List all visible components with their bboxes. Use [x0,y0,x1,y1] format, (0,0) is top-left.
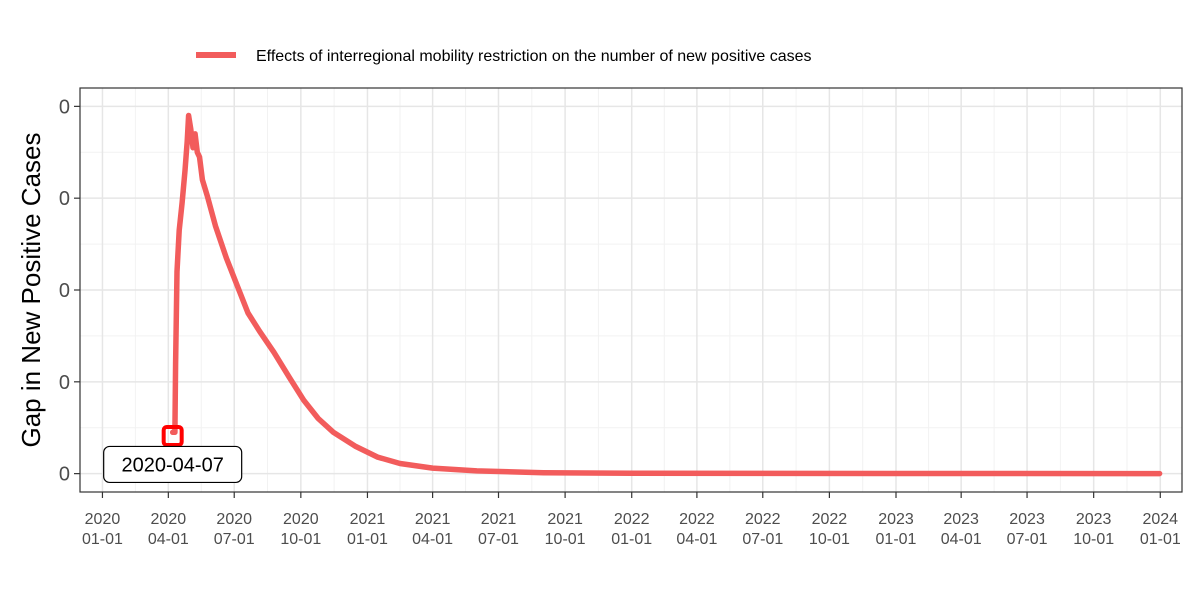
x-tick-label: 2020 01-01 [82,511,123,548]
event-label-box [103,445,243,484]
x-tick-label: 2023 01-01 [876,511,917,548]
x-tick-label: 2022 10-01 [809,511,850,548]
y-tick-label: 0 [59,96,70,118]
x-tick-label: 2023 10-01 [1073,511,1114,548]
x-tick-label: 2023 07-01 [1007,511,1048,548]
y-tick-label: 0 [59,372,70,394]
x-tick-label: 2022 07-01 [742,511,783,548]
legend-label: Effects of interregional mobility restri… [256,48,812,65]
x-tick-label: 2021 10-01 [545,511,586,548]
y-tick-label: 0 [59,280,70,302]
x-tick-label: 2020 04-01 [148,511,189,548]
x-tick-label: 2021 01-01 [347,511,388,548]
x-tick-label: 2022 04-01 [676,511,717,548]
y-axis: 0 0 0 0 0 [59,96,80,486]
event-label-text: 2020-04-07 [122,454,224,476]
y-tick-label: 0 [59,464,70,486]
legend: Effects of interregional mobility restri… [196,48,812,65]
event-marker [161,424,184,447]
x-tick-label: 2021 07-01 [478,511,519,548]
x-tick-label: 2020 07-01 [214,511,255,548]
x-tick-label: 2020 10-01 [280,511,321,548]
y-axis-title: Gap in New Positive Cases [16,132,46,447]
series-line-0 [169,112,1163,477]
x-tick-label: 2021 04-01 [412,511,453,548]
x-tick-label: 2023 04-01 [941,511,982,548]
y-tick-label: 0 [59,188,70,210]
x-tick-label: 2022 01-01 [611,511,652,548]
x-axis: 2020 01-01 2020 04-01 2020 07-01 2020 10-01 2021… [82,492,1181,548]
series-layer [169,112,1163,477]
annotation-layer: 2020-04-07 [103,424,243,484]
x-tick-label: 2024 01-01 [1140,511,1181,548]
